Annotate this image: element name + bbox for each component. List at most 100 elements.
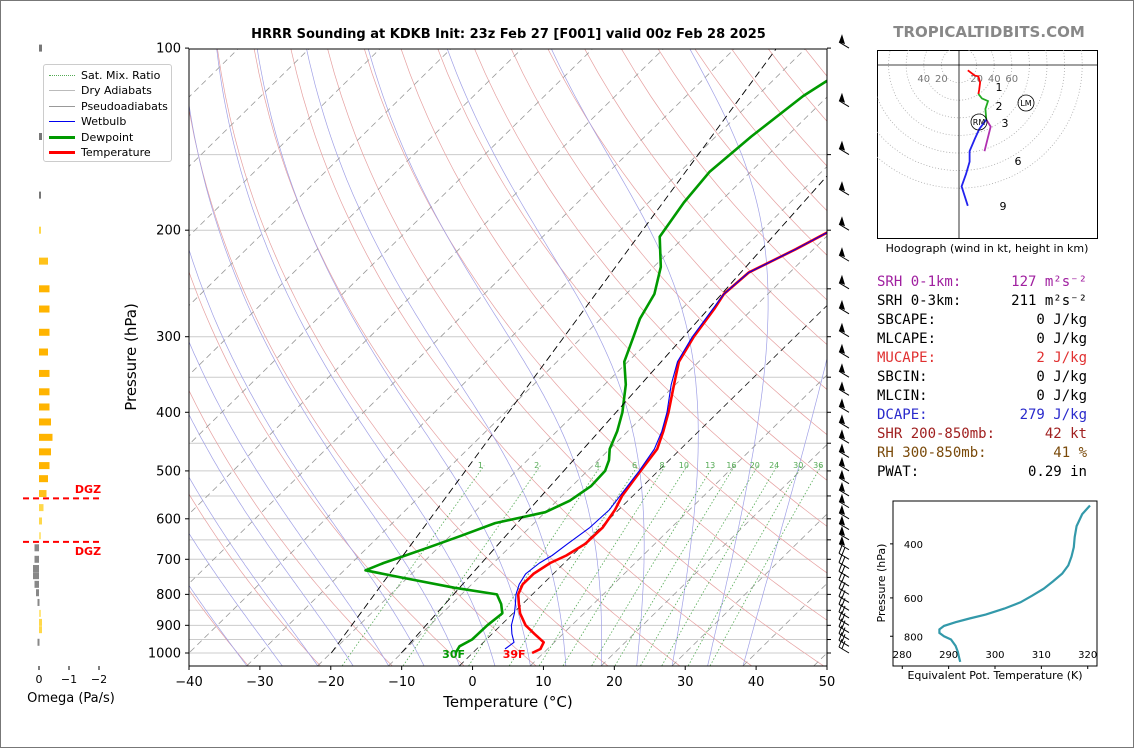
omega-bar	[39, 132, 42, 140]
wind-barb	[838, 535, 850, 551]
legend-swatch	[49, 105, 75, 107]
wind-barb-flag	[839, 504, 845, 515]
y-tick-label: 800	[156, 588, 181, 603]
mixing-ratio-line	[640, 465, 759, 666]
mixing-ratio-label: 10	[679, 461, 689, 470]
wind-barb-flag	[839, 274, 845, 285]
wind-barb-flag	[839, 363, 845, 374]
x-tick-label: 20	[606, 675, 623, 690]
y-tick-label: 600	[156, 512, 181, 527]
parcel-reference-line	[330, 49, 777, 654]
x-tick-label: 10	[535, 675, 552, 690]
wind-barb	[838, 545, 850, 560]
moist-adiabat	[189, 532, 283, 666]
x-tick-label: 50	[819, 675, 836, 690]
wind-barb-staff	[838, 451, 850, 458]
hodograph-height-label: 6	[1015, 155, 1022, 168]
x-tick-label: 30	[677, 675, 694, 690]
theta-e-y-tick-label: 800	[904, 632, 923, 643]
x-tick-label: −20	[317, 675, 344, 690]
isotherm-line	[671, 513, 827, 666]
wind-barb-feather	[841, 620, 846, 629]
omega-bar	[39, 618, 42, 626]
dry-adiabat	[189, 270, 465, 666]
moist-adiabat	[367, 49, 602, 666]
omega-bar	[39, 44, 42, 52]
wind-barb-staff	[838, 533, 850, 541]
theta-e-line	[938, 504, 1091, 663]
omega-bar	[39, 517, 42, 525]
omega-bar	[39, 285, 50, 293]
index-label: SRH 0-3km:	[877, 293, 962, 309]
wind-barb-feather	[838, 563, 843, 572]
index-value: 279 J/kg	[1019, 407, 1087, 423]
omega-bar	[39, 257, 48, 265]
hodograph-marker-label: RM	[973, 118, 986, 127]
mixing-ratio-label: 13	[705, 461, 715, 470]
wind-barb-staff	[838, 646, 850, 654]
wind-barb	[838, 481, 850, 497]
omega-bar	[34, 555, 39, 563]
mixing-ratio-label: 1	[478, 461, 483, 470]
isotherm-line	[317, 165, 827, 666]
wind-barb-feather	[838, 625, 843, 634]
surface-dewpoint-label: 30F	[442, 648, 465, 661]
dry-adiabat	[189, 493, 321, 666]
wind-barb-feather	[838, 611, 843, 620]
hodograph-frame	[877, 50, 1098, 239]
dgz-label: DGZ	[75, 483, 101, 496]
wind-barb-staff	[838, 562, 850, 569]
mixing-ratio-label: 30	[793, 461, 803, 470]
wind-barb-staff	[838, 611, 850, 619]
omega-bar	[34, 544, 39, 552]
parcel-reference-line	[400, 175, 827, 654]
omega-bar	[39, 403, 50, 411]
y-tick-label: 900	[156, 619, 181, 634]
omega-x-tick-label: −2	[91, 673, 107, 686]
hodograph-ring-label: 20	[970, 74, 983, 85]
legend-label: Wetbulb	[81, 115, 127, 128]
omega-bar	[36, 589, 39, 597]
isotherm-line	[189, 49, 593, 446]
dry-adiabat	[217, 49, 609, 666]
wind-barb	[838, 34, 850, 49]
theta-e-x-tick-label: 300	[985, 650, 1004, 661]
index-label: MLCIN:	[877, 388, 928, 404]
wind-barb-staff	[838, 307, 850, 315]
wind-barb-flag	[839, 216, 845, 227]
wind-barb-feather	[841, 613, 846, 622]
index-value: 0 J/kg	[1036, 312, 1087, 328]
moist-adiabat	[446, 49, 645, 666]
legend-label: Dry Adiabats	[81, 84, 152, 97]
wind-barb-flag	[839, 381, 845, 392]
wind-barb-staff	[838, 330, 850, 338]
wind-barb-feather	[838, 554, 843, 563]
wind-barb	[838, 429, 850, 444]
dry-adiabat	[364, 49, 827, 621]
dry-adiabat	[510, 49, 827, 436]
theta-e-x-tick-label: 310	[1032, 650, 1051, 661]
omega-axis-label: Omega (Pa/s)	[27, 691, 115, 706]
wind-barb-feather	[841, 627, 846, 636]
mixing-ratio-label: 8	[659, 461, 664, 470]
wind-barb-flag	[839, 181, 845, 192]
wind-barb	[838, 554, 850, 569]
isotherm-line	[189, 49, 735, 585]
dry-adiabat	[584, 49, 827, 346]
dry-adiabat	[400, 49, 827, 574]
wind-barb-flag	[839, 469, 845, 480]
y-axis-label: Pressure (hPa)	[122, 303, 140, 411]
dry-adiabat	[253, 49, 680, 666]
wind-barb	[838, 504, 850, 520]
hodograph-ring-label: 40	[988, 74, 1001, 85]
hodograph-height-label: 9	[1000, 200, 1007, 213]
index-label: SBCAPE:	[877, 312, 937, 328]
wind-barb-staff	[838, 223, 850, 231]
theta-e-chart: 280 290 300 310 320 400 600 800	[890, 500, 1098, 669]
mixing-ratio-label: 2	[534, 461, 539, 470]
mixing-ratio-line	[402, 465, 541, 666]
mixing-ratio-line	[538, 465, 666, 666]
y-tick-label: 700	[156, 553, 181, 568]
x-tick-label: −40	[175, 675, 202, 690]
